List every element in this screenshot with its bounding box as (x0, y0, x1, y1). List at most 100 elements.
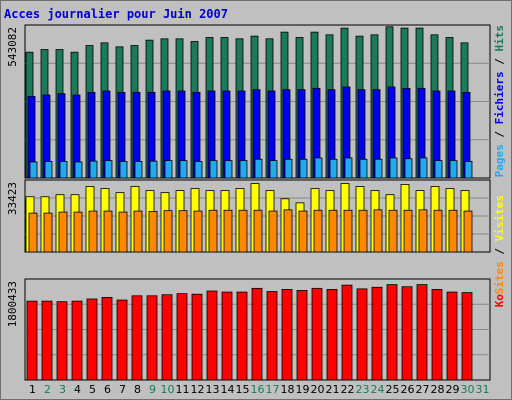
bar-ko-day-13 (206, 290, 218, 381)
legend-visits-sites: Sites / Visites (493, 195, 506, 294)
bar-ko-day-25 (386, 284, 398, 381)
bar-pages-day-7 (119, 161, 128, 179)
day-label: 24 (371, 383, 385, 396)
bar-pages-day-3 (59, 161, 68, 179)
legend-entry: / (493, 52, 506, 72)
day-label: 30 (461, 383, 475, 396)
day-label: 9 (149, 383, 156, 396)
bar-ko-day-23 (356, 288, 368, 381)
legend-entry: Ko (493, 294, 506, 308)
bar-ko-day-2 (41, 300, 53, 381)
bar-ko-day-5 (86, 298, 98, 381)
bar-pages-day-30 (464, 161, 473, 179)
bar-pages-day-20 (314, 157, 323, 179)
bar-pages-day-11 (179, 160, 188, 179)
bar-ko-day-17 (266, 291, 278, 381)
bar-pages-day-24 (374, 158, 383, 179)
day-label: 6 (104, 383, 111, 396)
day-label: 3 (59, 383, 66, 396)
day-label: 25 (386, 383, 400, 396)
chart-title: Acces journalier pour Juin 2007 (4, 7, 228, 21)
bar-sites-day-26 (403, 209, 413, 253)
bar-sites-day-23 (358, 209, 368, 253)
legend-entry: / (493, 241, 506, 261)
bar-ko-day-3 (56, 301, 68, 381)
bar-pages-day-17 (269, 160, 278, 179)
panel-visits-sites: 33423 Sites / Visites (6, 179, 506, 294)
bar-ko-day-10 (161, 294, 173, 381)
bar-sites-day-8 (133, 210, 143, 253)
legend-kb: Ko (493, 294, 506, 308)
bar-pages-day-26 (404, 158, 413, 179)
legend-entry: Visites (493, 195, 506, 241)
bar-pages-day-27 (419, 157, 428, 179)
bar-ko-day-8 (131, 295, 143, 381)
bar-sites-day-24 (373, 209, 383, 253)
day-label: 8 (134, 383, 141, 396)
day-label: 4 (74, 383, 81, 396)
bar-pages-day-19 (299, 158, 308, 179)
bar-sites-day-12 (193, 210, 203, 253)
day-label: 28 (431, 383, 445, 396)
day-label: 14 (221, 383, 235, 396)
day-label: 20 (311, 383, 325, 396)
bar-ko-day-28 (431, 289, 443, 381)
bar-sites-day-1 (28, 212, 38, 253)
bar-sites-day-5 (88, 210, 98, 253)
panel-kb: 1800433 Ko (6, 278, 506, 381)
bar-sites-day-7 (118, 211, 128, 253)
bar-ko-day-20 (311, 287, 323, 381)
bar-sites-day-22 (343, 209, 353, 253)
bar-sites-day-9 (148, 211, 158, 253)
legend-entry: Sites (493, 261, 506, 294)
day-label: 15 (236, 383, 250, 396)
day-label: 29 (446, 383, 460, 396)
bar-pages-day-29 (449, 160, 458, 179)
bar-ko-day-7 (116, 299, 128, 381)
day-label: 16 (251, 383, 265, 396)
day-label: 18 (281, 383, 295, 396)
bar-ko-day-24 (371, 286, 383, 381)
bar-pages-day-15 (239, 160, 248, 179)
day-label: 2 (44, 383, 51, 396)
bar-sites-day-10 (163, 210, 173, 253)
day-label: 13 (206, 383, 220, 396)
bar-ko-day-18 (281, 289, 293, 381)
bar-sites-day-16 (253, 209, 263, 253)
bar-ko-day-15 (236, 291, 248, 381)
bar-pages-day-13 (209, 160, 218, 179)
bar-pages-day-4 (74, 161, 83, 179)
bar-sites-day-28 (433, 209, 443, 253)
bar-ko-day-6 (101, 296, 113, 381)
bar-sites-day-2 (43, 212, 53, 253)
bar-sites-day-17 (268, 210, 278, 253)
bar-ko-day-30 (461, 292, 473, 381)
bar-pages-day-21 (329, 158, 338, 179)
day-label: 23 (356, 383, 370, 396)
bar-sites-day-11 (178, 210, 188, 253)
bar-ko-day-1 (26, 300, 38, 381)
day-label: 27 (416, 383, 430, 396)
bar-sites-day-30 (463, 210, 473, 253)
ymax-label: 33423 (6, 182, 19, 215)
panel-hits-files-pages: 543082 Pages / Fichiers / Hits (6, 24, 506, 179)
bar-pages-day-12 (194, 161, 203, 179)
bar-ko-day-16 (251, 287, 263, 381)
bar-pages-day-22 (344, 157, 353, 179)
bar-pages-day-9 (149, 160, 158, 179)
bar-pages-day-1 (29, 161, 38, 179)
bar-sites-day-4 (73, 211, 83, 253)
day-label: 17 (266, 383, 280, 396)
legend-entry: Pages (493, 144, 506, 177)
day-label: 11 (176, 383, 190, 396)
legend-entry: Hits (493, 25, 506, 52)
bar-ko-day-29 (446, 291, 458, 381)
day-label: 22 (341, 383, 355, 396)
legend-hits-files-pages: Pages / Fichiers / Hits (493, 25, 506, 177)
day-label: 10 (161, 383, 175, 396)
bar-pages-day-28 (434, 160, 443, 179)
bar-ko-day-9 (146, 295, 158, 381)
day-label: 21 (326, 383, 340, 396)
bar-ko-day-19 (296, 290, 308, 381)
